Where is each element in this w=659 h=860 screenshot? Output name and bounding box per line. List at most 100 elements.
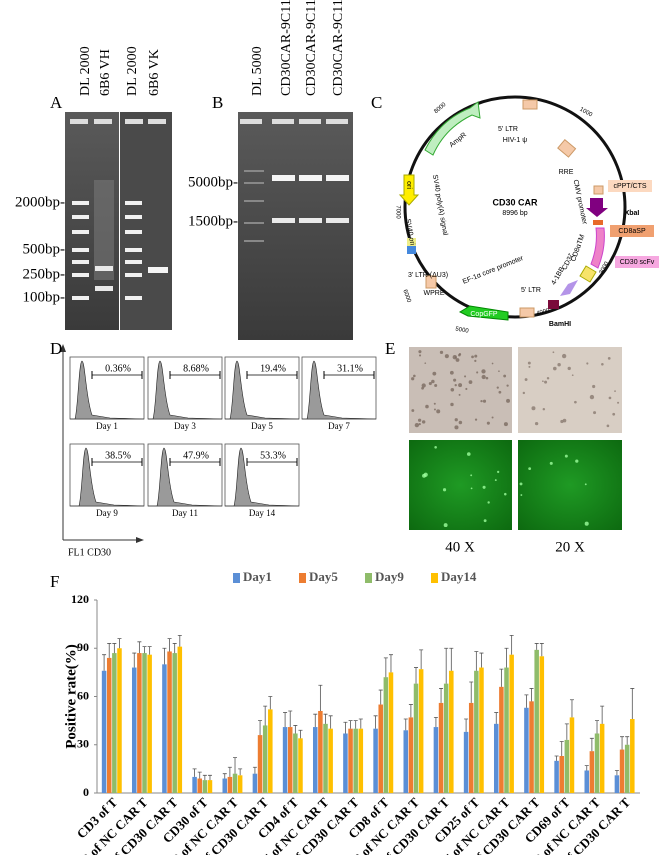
feature-box <box>407 246 416 254</box>
plasmid-tag: XbaI <box>625 210 640 217</box>
error-bar <box>142 646 147 654</box>
cell <box>562 418 567 423</box>
bar <box>207 780 213 793</box>
cell <box>453 378 457 382</box>
error-bar <box>534 643 539 650</box>
cell <box>557 362 561 367</box>
cell <box>606 424 610 428</box>
bar <box>268 709 273 793</box>
cell <box>571 374 574 377</box>
bar <box>298 738 303 793</box>
gel-band <box>148 267 168 273</box>
error-bar <box>233 757 238 774</box>
y-axis-label: Positive rate(%) <box>63 644 79 749</box>
bar <box>147 654 152 793</box>
bar <box>222 778 228 793</box>
marker-label: 500bp- <box>23 241 66 257</box>
cell <box>552 366 557 371</box>
legend-swatch <box>431 573 438 583</box>
plasmid-feature: 5' LTR <box>498 126 518 133</box>
plasmid-size: 8996 bp <box>502 210 527 217</box>
error-bar <box>414 667 419 684</box>
gel-well <box>94 119 112 124</box>
bar <box>252 773 258 793</box>
error-bar <box>192 768 197 777</box>
cell <box>520 494 523 496</box>
error-bar <box>504 647 509 668</box>
bar <box>584 770 590 793</box>
cell <box>503 422 508 427</box>
cell <box>491 416 494 419</box>
feature-box <box>593 185 604 195</box>
gel-well <box>148 119 166 124</box>
marker-label: 1500bp- <box>188 213 238 229</box>
panel-label: F <box>50 572 59 591</box>
error-bar <box>172 643 177 654</box>
gel-band <box>299 175 322 181</box>
histogram <box>70 447 145 507</box>
bar <box>594 733 600 793</box>
cell <box>487 501 490 504</box>
cell <box>527 361 531 365</box>
bar <box>479 667 484 793</box>
plasmid-tick: 4000 <box>536 308 551 317</box>
error-bar <box>539 643 544 657</box>
cell <box>439 350 444 355</box>
legend-label: Day14 <box>441 569 477 584</box>
gel-smear <box>94 180 114 280</box>
error-bar <box>167 638 172 652</box>
gel-band <box>244 170 264 172</box>
cell <box>458 383 463 388</box>
plasmid-tag: cPPT/CTS <box>613 183 646 190</box>
feature-box <box>425 275 437 289</box>
bar <box>328 728 333 793</box>
error-bar <box>569 699 574 718</box>
cell <box>417 418 422 422</box>
cell <box>482 485 486 489</box>
gel-band <box>72 273 89 277</box>
gel-band <box>244 222 264 224</box>
error-bar <box>177 634 182 647</box>
cell <box>498 370 500 372</box>
cell <box>421 420 426 424</box>
bar <box>529 701 534 793</box>
cell <box>542 407 546 411</box>
micrograph <box>518 440 622 530</box>
bar <box>237 775 243 793</box>
gel-well <box>70 119 88 124</box>
bar <box>564 739 570 793</box>
error-bar <box>373 715 378 729</box>
bar <box>554 760 559 793</box>
error-bar <box>589 737 594 752</box>
bar <box>418 669 424 793</box>
cell <box>608 396 612 400</box>
cell <box>449 370 454 375</box>
gel-band <box>72 230 89 234</box>
day-label: Day 7 <box>328 421 350 431</box>
gel-band <box>125 296 142 300</box>
micrograph <box>518 347 622 433</box>
cell <box>414 422 420 428</box>
cell <box>470 474 473 477</box>
cell <box>411 409 415 412</box>
plasmid-tag: BamHI <box>549 321 571 328</box>
cell <box>575 459 579 463</box>
cell <box>452 354 457 360</box>
cell <box>432 371 437 376</box>
gel-band <box>72 201 89 205</box>
cell <box>522 391 526 395</box>
histogram <box>225 360 300 420</box>
cell <box>474 354 478 358</box>
gel-band <box>272 175 295 181</box>
error-bar <box>625 736 630 745</box>
magnification: 40 X <box>445 539 475 555</box>
bar <box>388 672 394 793</box>
bar <box>619 749 625 793</box>
histogram <box>302 360 377 420</box>
feature-arrow <box>586 198 608 217</box>
error-bar <box>268 696 273 710</box>
error-bar <box>162 647 167 665</box>
error-bar <box>439 688 444 703</box>
gate-percent: 0.36% <box>105 363 131 374</box>
feature-box <box>407 238 416 246</box>
